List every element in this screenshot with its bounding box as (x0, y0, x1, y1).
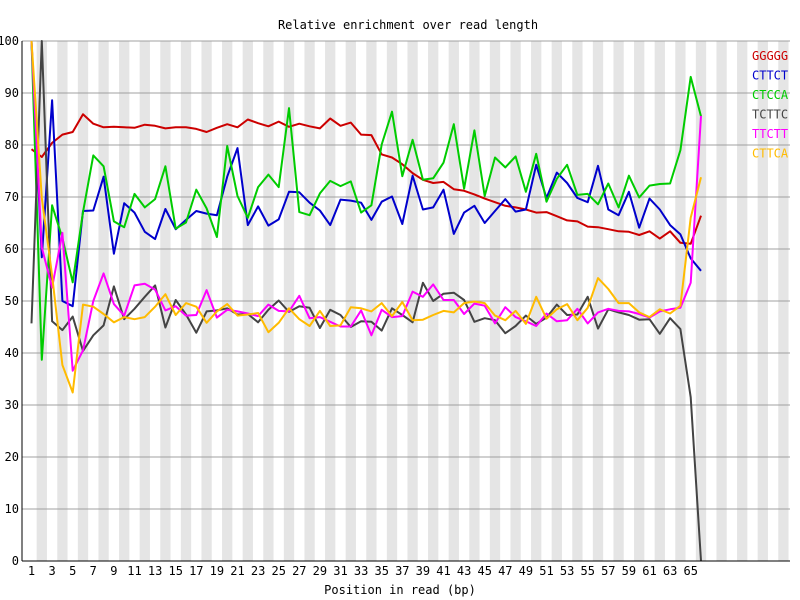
x-tick-label-25: 25 (271, 564, 285, 578)
x-tick-label-65: 65 (683, 564, 697, 578)
x-tick-label-33: 33 (354, 564, 368, 578)
x-tick-label-7: 7 (90, 564, 97, 578)
x-axis-label: Position in read (bp) (324, 583, 476, 597)
x-tick-label-63: 63 (663, 564, 677, 578)
horizontal-gridlines (22, 40, 790, 562)
x-tick-label-23: 23 (251, 564, 265, 578)
x-tick-label-61: 61 (642, 564, 656, 578)
y-tick-label-100: 100 (0, 34, 19, 48)
y-tick-label-60: 60 (5, 242, 19, 256)
axes (21, 41, 790, 562)
x-tick-label-35: 35 (374, 564, 388, 578)
series-lines (30, 40, 702, 562)
y-tick-label-0: 0 (12, 554, 19, 568)
series-line-CTTCA (30, 40, 702, 394)
x-tick-label-47: 47 (498, 564, 512, 578)
x-tick-label-27: 27 (292, 564, 306, 578)
y-tick-labels: 0 10 20 30 40 50 60 70 80 90 100 (0, 34, 19, 568)
x-tick-label-39: 39 (416, 564, 430, 578)
x-tick-label-49: 49 (519, 564, 533, 578)
x-tick-label-19: 19 (210, 564, 224, 578)
x-tick-label-45: 45 (477, 564, 491, 578)
y-tick-label-80: 80 (5, 138, 19, 152)
legend-entry-TCTTC: TCTTC (752, 108, 788, 122)
y-tick-label-10: 10 (5, 502, 19, 516)
x-tick-labels: 1 3 5 7 9 11 13 15 17 19 21 23 25 27 29 31 33 35 37 39 41 43 4… (28, 564, 698, 578)
legend-entry-CTTCA: CTTCA (752, 147, 789, 161)
x-tick-label-51: 51 (539, 564, 553, 578)
x-tick-label-1: 1 (28, 564, 35, 578)
x-tick-label-29: 29 (313, 564, 327, 578)
legend-entry-CTCCA: CTCCA (752, 88, 789, 102)
y-tick-label-30: 30 (5, 398, 19, 412)
x-tick-label-55: 55 (580, 564, 594, 578)
y-tick-label-70: 70 (5, 190, 19, 204)
x-tick-label-17: 17 (189, 564, 203, 578)
legend-entry-GGGGG: GGGGG (752, 49, 788, 63)
x-tick-label-43: 43 (457, 564, 471, 578)
legend-entry-CTTCT: CTTCT (752, 69, 788, 83)
legend-entry-TTCTT: TTCTT (752, 127, 788, 141)
series-line-GGGGG (30, 113, 702, 245)
x-tick-label-57: 57 (601, 564, 615, 578)
x-tick-label-5: 5 (69, 564, 76, 578)
x-tick-label-31: 31 (333, 564, 347, 578)
y-tick-label-50: 50 (5, 294, 19, 308)
x-tick-label-37: 37 (395, 564, 409, 578)
series-line-TTCTT (30, 40, 702, 372)
series-line-CTCCA (30, 40, 702, 361)
x-tick-label-13: 13 (148, 564, 162, 578)
x-tick-label-15: 15 (168, 564, 182, 578)
y-tick-label-40: 40 (5, 346, 19, 360)
x-tick-label-21: 21 (230, 564, 244, 578)
y-tick-label-90: 90 (5, 86, 19, 100)
x-tick-label-59: 59 (622, 564, 636, 578)
x-tick-label-11: 11 (127, 564, 141, 578)
x-tick-label-3: 3 (48, 564, 55, 578)
legend: GGGGG CTTCT CTCCA TCTTC TTCTT CTTCA (752, 49, 789, 161)
x-tick-label-9: 9 (110, 564, 117, 578)
y-tick-label-20: 20 (5, 450, 19, 464)
chart-title: Relative enrichment over read length (278, 18, 538, 32)
x-tick-label-41: 41 (436, 564, 450, 578)
x-tick-label-53: 53 (560, 564, 574, 578)
